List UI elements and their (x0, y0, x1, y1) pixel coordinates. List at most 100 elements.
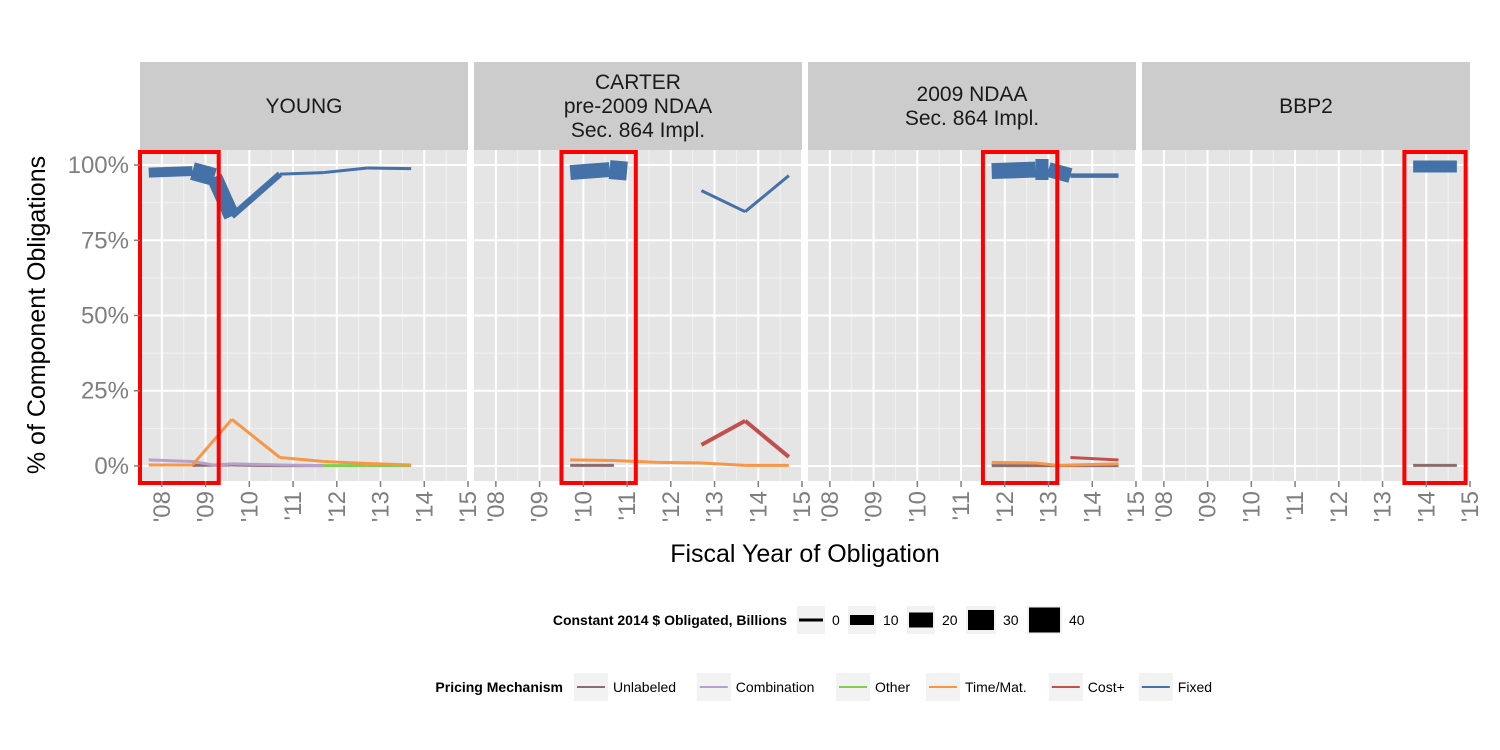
x-tick-label: '08 (149, 491, 176, 522)
facet-strip-carter (474, 62, 802, 150)
x-tick-label: '15 (1457, 491, 1484, 522)
highlight-box (1402, 150, 1468, 485)
x-tick-label: '15 (455, 491, 482, 522)
series-segment (190, 162, 217, 186)
x-tick-label: '10 (236, 491, 263, 522)
x-tick-label: '11 (280, 491, 307, 521)
x-tick-label: '15 (1123, 491, 1150, 522)
series-time-mat (148, 418, 412, 467)
x-tick-label: '14 (1079, 491, 1106, 522)
x-tick-label: '12 (658, 491, 685, 522)
facet-strip-label: Sec. 864 Impl. (571, 119, 705, 142)
color-legend-label: Unlabeled (613, 679, 676, 695)
series-segment (1035, 461, 1058, 467)
highlight-box (980, 150, 1060, 485)
x-tick-label: '12 (1326, 491, 1353, 522)
x-tick-label: '13 (1370, 491, 1397, 522)
x-tick-label: '15 (789, 491, 816, 522)
x-tick-label: '09 (527, 491, 554, 522)
series-segment (569, 162, 611, 181)
series-segment (743, 419, 791, 459)
series-cost (700, 419, 791, 459)
y-tick-label: 50% (81, 303, 129, 330)
x-tick-label: '09 (861, 491, 888, 522)
series-fixed (991, 159, 1119, 183)
series-segment (148, 166, 193, 178)
x-tick-label: '08 (817, 491, 844, 522)
series-segment (744, 174, 790, 213)
facet-panel-bbp2: BBP2 '08 '09 '10 '11 '12 '13 '14 '15 (1142, 62, 1484, 522)
color-legend: Pricing Mechanism Unlabeled Combination Ot… (435, 673, 1212, 701)
facet-panel-young: YOUNG '08 '09 '10 '11 '12 '13 '14 '15 (138, 62, 482, 522)
color-legend-item: Other (836, 673, 910, 701)
color-legend-label: Time/Mat. (965, 679, 1027, 695)
x-tick-label: '09 (193, 491, 220, 522)
series-segment (279, 456, 324, 463)
series-segment (700, 189, 746, 214)
x-tick-label: '08 (1151, 491, 1178, 522)
x-tick-label: '14 (745, 491, 772, 522)
color-legend-item: Combination (696, 673, 814, 701)
series-segment (657, 460, 702, 465)
size-legend-item: 10 (848, 606, 899, 634)
x-tick-label: '10 (1238, 491, 1265, 522)
facet-strip-label: 2009 NDAA (917, 83, 1028, 106)
facet-strip-label: BBP2 (1279, 95, 1333, 118)
series-segment (570, 458, 614, 463)
series-cost (1070, 456, 1119, 462)
series-time-mat (991, 460, 1119, 467)
facet-strip-label: CARTER (595, 71, 681, 94)
series-segment (701, 461, 746, 467)
series-fixed (700, 174, 790, 214)
size-legend-label: 40 (1069, 612, 1085, 628)
y-tick-label: 25% (81, 378, 129, 405)
series-combination (148, 458, 324, 468)
y-axis: 0% 25% 50% 75% 100% (68, 152, 140, 480)
series-segment (991, 460, 1036, 465)
x-tick-label: '10 (570, 491, 597, 522)
x-tick-label: '08 (483, 491, 510, 522)
series-segment (231, 462, 280, 467)
series-segment (1070, 456, 1119, 462)
size-legend-label: 0 (832, 612, 840, 628)
series-segment (323, 166, 368, 175)
series-segment (991, 161, 1036, 180)
series-segment (323, 459, 368, 466)
size-legend-item: 40 (1027, 606, 1085, 634)
x-tick-label: '13 (702, 491, 729, 522)
x-tick-label: '09 (1195, 491, 1222, 522)
facet-strip-young (140, 62, 468, 150)
x-axis-title: Fiscal Year of Obligation (670, 540, 940, 568)
series-segment (148, 458, 193, 463)
series-segment (229, 171, 283, 219)
series-segment (279, 463, 324, 468)
x-tick-label: '11 (1282, 491, 1309, 521)
color-legend-label: Other (875, 679, 910, 695)
highlight-box (138, 150, 221, 485)
y-tick-label: 100% (68, 152, 129, 179)
size-legend-item: 30 (966, 606, 1019, 634)
y-tick-label: 75% (81, 227, 129, 254)
series-fixed (569, 160, 628, 181)
series-segment (1046, 162, 1073, 183)
x-tick-label: '11 (614, 491, 641, 521)
facet-strip-label: Sec. 864 Impl. (905, 107, 1039, 130)
x-tick-label: '14 (411, 491, 438, 522)
color-legend-label: Cost+ (1088, 679, 1125, 695)
x-tick-label: '12 (324, 491, 351, 522)
color-legend-label: Fixed (1178, 679, 1212, 695)
x-tick-label: '13 (1036, 491, 1063, 522)
color-legend-item: Unlabeled (574, 673, 676, 701)
size-legend: Constant 2014 $ Obligated, Billions 0 10 2… (553, 606, 1085, 634)
series-segment (230, 418, 281, 459)
color-legend-item: Time/Mat. (926, 673, 1027, 701)
x-tick-label: '11 (948, 491, 975, 521)
y-axis-title: % of Component Obligations (23, 156, 51, 474)
size-legend-item: 0 (797, 606, 840, 634)
series-segment (367, 462, 412, 467)
series-segment (608, 160, 628, 181)
series-segment (191, 418, 233, 467)
